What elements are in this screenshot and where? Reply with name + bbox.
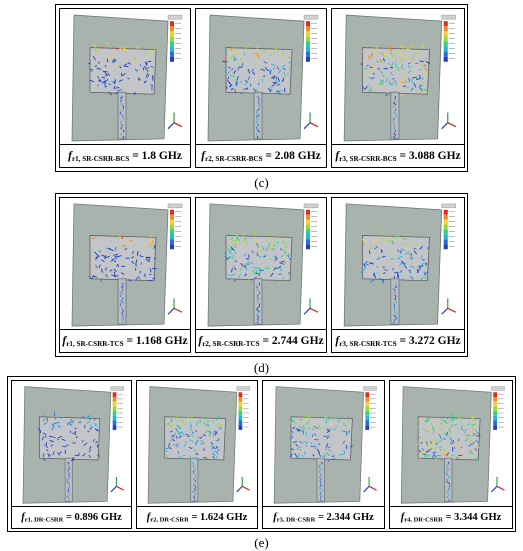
frequency-caption: fr1, DR-CSRR = 0.896 GHz — [12, 506, 131, 528]
simulation-render — [12, 381, 131, 507]
current-distribution-plot — [196, 9, 326, 145]
panel-e: fr1, DR-CSRR = 0.896 GHz fr2, DR-CSRR = … — [7, 376, 516, 532]
panel-d: fr1, SR-CSRR-TCS = 1.168 GHz fr2, SR-CSR… — [55, 193, 468, 357]
panel-c: fr1, SR-CSRR-BCS = 1.8 GHz fr2, SR-CSRR-… — [55, 4, 468, 172]
colorbar — [364, 387, 377, 430]
axis-triad-icon — [364, 477, 377, 492]
colorbar — [304, 204, 318, 249]
panel-label-c: (c) — [0, 175, 523, 191]
simulation-render — [60, 198, 190, 330]
sim-cell-d-3: fr3, SR-CSRR-TCS = 3.272 GHz — [331, 197, 465, 353]
sim-cell-e-1: fr1, DR-CSRR = 0.896 GHz — [11, 380, 132, 529]
frequency-caption: fr1, SR-CSRR-TCS = 1.168 GHz — [60, 329, 190, 352]
current-distribution-plot — [332, 9, 464, 145]
axis-triad-icon — [442, 113, 456, 129]
frequency-caption: fr2, SR-CSRR-TCS = 2.744 GHz — [196, 329, 326, 352]
current-distribution-plot — [137, 381, 257, 507]
sim-cell-e-2: fr2, DR-CSRR = 1.624 GHz — [136, 380, 258, 529]
frequency-caption: fr3, DR-CSRR = 2.344 GHz — [263, 506, 384, 528]
colorbar — [168, 15, 182, 62]
current-distribution-plot — [332, 198, 464, 330]
axis-triad-icon — [304, 113, 318, 129]
panel-label-d: (d) — [0, 360, 523, 376]
frequency-caption: fr4, DR-CSRR = 3.344 GHz — [390, 506, 512, 528]
current-distribution-plot — [390, 381, 512, 507]
colorbar — [168, 204, 182, 249]
colorbar — [111, 387, 124, 430]
axis-triad-icon — [237, 477, 250, 492]
colorbar — [442, 15, 456, 62]
colorbar — [304, 15, 318, 62]
axis-triad-icon — [168, 298, 182, 314]
axis-triad-icon — [304, 298, 318, 314]
simulation-render — [332, 9, 464, 145]
current-distribution-plot — [12, 381, 131, 507]
simulation-render — [137, 381, 257, 507]
frequency-caption: fr3, SR-CSRR-TCS = 3.272 GHz — [332, 329, 464, 352]
sim-cell-c-3: fr3, SR-CSRR-BCS = 3.088 GHz — [331, 8, 465, 168]
sim-cell-e-4: fr4, DR-CSRR = 3.344 GHz — [389, 380, 513, 529]
sim-cell-c-2: fr2, SR-CSRR-BCS = 2.08 GHz — [195, 8, 327, 168]
colorbar — [491, 387, 504, 430]
panel-label-e: (e) — [0, 535, 523, 551]
simulation-render — [196, 9, 326, 145]
simulation-render — [60, 9, 190, 145]
colorbar — [237, 387, 250, 430]
axis-triad-icon — [491, 477, 504, 492]
simulation-render — [196, 198, 326, 330]
sim-cell-e-3: fr3, DR-CSRR = 2.344 GHz — [262, 380, 385, 529]
frequency-caption: fr2, SR-CSRR-BCS = 2.08 GHz — [196, 144, 326, 167]
current-distribution-plot — [263, 381, 384, 507]
simulation-render — [390, 381, 512, 507]
colorbar — [442, 204, 456, 249]
current-distribution-plot — [196, 198, 326, 330]
axis-triad-icon — [442, 298, 456, 314]
sim-cell-d-2: fr2, SR-CSRR-TCS = 2.744 GHz — [195, 197, 327, 353]
sim-cell-c-1: fr1, SR-CSRR-BCS = 1.8 GHz — [59, 8, 191, 168]
axis-triad-icon — [168, 113, 182, 129]
frequency-caption: fr3, SR-CSRR-BCS = 3.088 GHz — [332, 144, 464, 167]
axis-triad-icon — [111, 477, 124, 492]
simulation-render — [332, 198, 464, 330]
sim-cell-d-1: fr1, SR-CSRR-TCS = 1.168 GHz — [59, 197, 191, 353]
current-distribution-plot — [60, 198, 190, 330]
frequency-caption: fr1, SR-CSRR-BCS = 1.8 GHz — [60, 144, 190, 167]
frequency-caption: fr2, DR-CSRR = 1.624 GHz — [137, 506, 257, 528]
current-distribution-plot — [60, 9, 190, 145]
simulation-render — [263, 381, 384, 507]
